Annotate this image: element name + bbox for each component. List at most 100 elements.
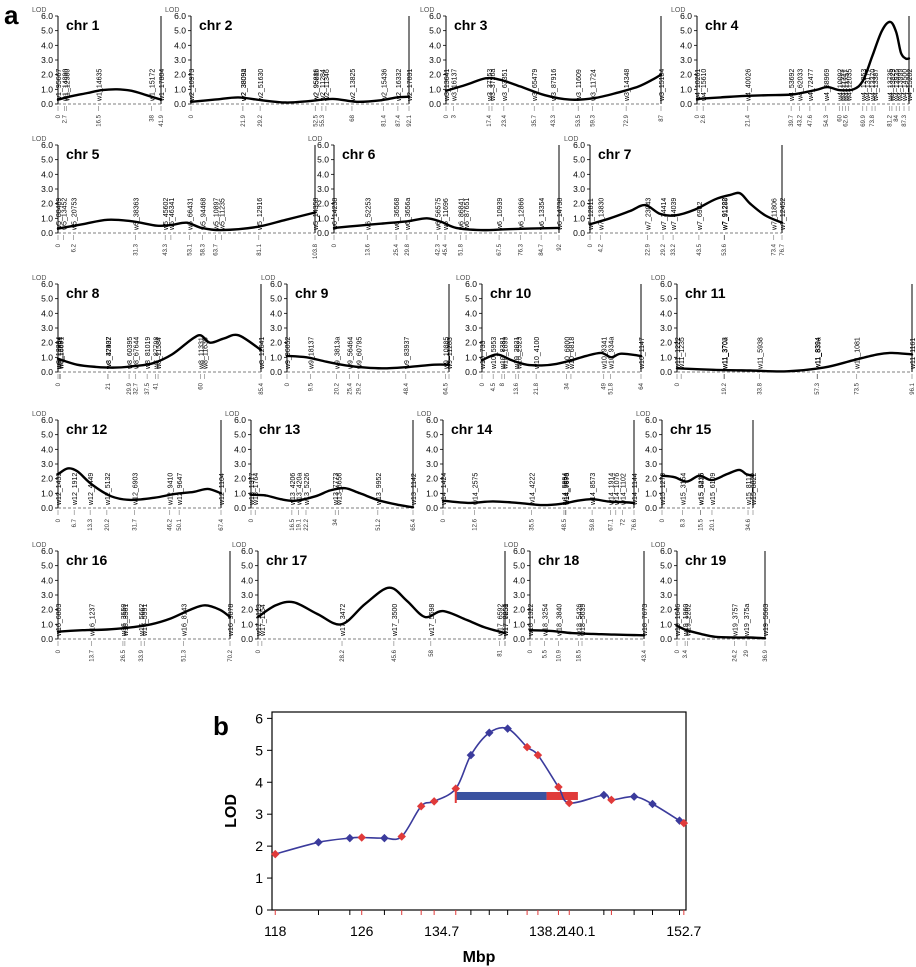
marker-name: w5_20753 bbox=[71, 198, 78, 231]
marker-position: 70.2 bbox=[228, 649, 234, 661]
y-tick-label: 5.0 bbox=[645, 430, 657, 440]
marker-name: w9_3813a bbox=[335, 337, 342, 370]
marker-position: 59.3 bbox=[591, 114, 597, 126]
marker-position: 4.5 bbox=[491, 382, 497, 391]
marker-point bbox=[416, 801, 426, 811]
y-tick-label: 5.0 bbox=[234, 430, 246, 440]
marker-name: w3_37253 bbox=[487, 69, 494, 102]
marker-name: w4_12353 bbox=[861, 69, 868, 102]
y-tick-label: 0.0 bbox=[174, 99, 186, 109]
y-tick-label: 2.0 bbox=[317, 199, 329, 209]
y-tick-label: 4.0 bbox=[429, 40, 441, 50]
marker-name: w13_1142 bbox=[411, 473, 418, 506]
marker-name: w19_1646 bbox=[675, 604, 682, 637]
marker-name: w15_3154 bbox=[681, 473, 688, 506]
marker-position: 73.4 bbox=[772, 243, 778, 255]
marker-name: w6_14238 bbox=[332, 198, 339, 231]
marker-position: 43.3 bbox=[163, 243, 169, 255]
marker-name: w8_12641 bbox=[259, 337, 266, 370]
marker-name: w4_13177 bbox=[865, 69, 872, 102]
marker-position: 45.6 bbox=[392, 649, 398, 661]
marker-position: 0 bbox=[675, 649, 681, 653]
marker-position: 81.4 bbox=[382, 114, 388, 126]
marker-name: w11_1235 bbox=[679, 337, 686, 370]
marker-name: w8_18891 bbox=[58, 337, 65, 370]
marker-position: 18.5 bbox=[577, 649, 583, 661]
marker-name: w4_11757 bbox=[843, 69, 850, 102]
y-tick-label: 1.0 bbox=[234, 488, 246, 498]
y-tick-label: 3.0 bbox=[174, 55, 186, 65]
marker-point bbox=[485, 728, 494, 738]
marker-position: 4.2 bbox=[599, 243, 605, 252]
y-tick-label: 5.0 bbox=[660, 294, 672, 304]
y-tick-label: 5.0 bbox=[680, 26, 692, 36]
marker-position: 67.4 bbox=[219, 518, 225, 530]
marker-position: 76.6 bbox=[632, 518, 638, 530]
marker-point bbox=[466, 750, 476, 760]
marker-position: 81 bbox=[497, 649, 503, 656]
marker-name: w15_5436 bbox=[699, 473, 706, 506]
y-tick-label: 1.0 bbox=[660, 619, 672, 629]
y-tick-label: 5.0 bbox=[270, 294, 282, 304]
marker-name: w13_4206 bbox=[290, 473, 297, 506]
marker-position: 35.7 bbox=[532, 114, 538, 126]
marker-name: w7_11806 bbox=[772, 198, 779, 231]
chr-title: chr 14 bbox=[451, 421, 492, 437]
marker-position: 43.3 bbox=[551, 114, 557, 126]
marker-name: w8_42407 bbox=[106, 337, 113, 370]
y-tick-label: 1 bbox=[255, 870, 263, 886]
y-tick-label: 0.0 bbox=[465, 367, 477, 377]
marker-name: w17_5598 bbox=[429, 604, 436, 637]
marker-position: 31.3 bbox=[133, 243, 139, 255]
marker-position: 45.4 bbox=[443, 243, 449, 255]
marker-name: w10_5953 bbox=[491, 337, 498, 370]
marker-name: w10_733 bbox=[480, 340, 487, 370]
y-tick-label: 5.0 bbox=[465, 294, 477, 304]
lod-curve bbox=[332, 217, 561, 232]
marker-name: w17_1154 bbox=[260, 604, 267, 637]
marker-position: 51.2 bbox=[376, 518, 382, 530]
marker-name: w7_12811 bbox=[588, 198, 595, 231]
marker-position: 57.3 bbox=[815, 382, 821, 394]
marker-name: w9_18137 bbox=[308, 337, 315, 370]
marker-position: 0 bbox=[56, 518, 62, 522]
marker-name: w12_1433 bbox=[56, 473, 63, 506]
y-tick-label: 2.0 bbox=[573, 199, 585, 209]
x-tick-label: 152.7 bbox=[666, 923, 701, 939]
marker-name: w5_13452 bbox=[62, 198, 69, 231]
marker-position: 42.3 bbox=[435, 243, 441, 255]
marker-name: w11_1222 bbox=[675, 337, 682, 370]
y-axis-label: LOD bbox=[651, 542, 665, 549]
marker-position: 3.4 bbox=[683, 649, 689, 658]
y-tick-label: 6.0 bbox=[241, 546, 253, 556]
y-tick-label: 1.0 bbox=[680, 84, 692, 94]
y-axis-label: LOD bbox=[456, 275, 470, 282]
marker-name: w11_370a bbox=[723, 337, 730, 370]
marker-position: 54.3 bbox=[824, 114, 830, 126]
marker-position: 38 bbox=[149, 114, 155, 121]
y-axis-label: LOD bbox=[261, 275, 275, 282]
marker-position: 29.2 bbox=[661, 243, 667, 255]
marker-position: 25.4 bbox=[347, 382, 353, 394]
marker-point bbox=[629, 792, 639, 801]
marker-name: w15_6109 bbox=[710, 473, 717, 506]
marker-position: 17.4 bbox=[487, 114, 493, 126]
marker-position: 31.7 bbox=[133, 518, 139, 530]
marker-name: w4_14500 bbox=[902, 69, 909, 102]
y-tick-label: 1.0 bbox=[41, 84, 53, 94]
marker-position: 33.8 bbox=[758, 382, 764, 394]
x-tick-label: 138.2 bbox=[529, 923, 564, 939]
y-tick-label: 4.0 bbox=[174, 40, 186, 50]
marker-name: w2_11284 bbox=[320, 69, 327, 102]
y-tick-label: 4.0 bbox=[660, 575, 672, 585]
marker-position: 32.7 bbox=[134, 382, 140, 394]
y-tick-label: 4.0 bbox=[645, 444, 657, 454]
y-tick-label: 6.0 bbox=[645, 415, 657, 425]
y-tick-label: 0.0 bbox=[429, 99, 441, 109]
y-tick-label: 4.0 bbox=[513, 575, 525, 585]
marker-name: w8_67644 bbox=[134, 337, 141, 370]
marker-name: w7_91222 bbox=[722, 198, 729, 231]
marker-name: w6_10939 bbox=[497, 198, 504, 231]
